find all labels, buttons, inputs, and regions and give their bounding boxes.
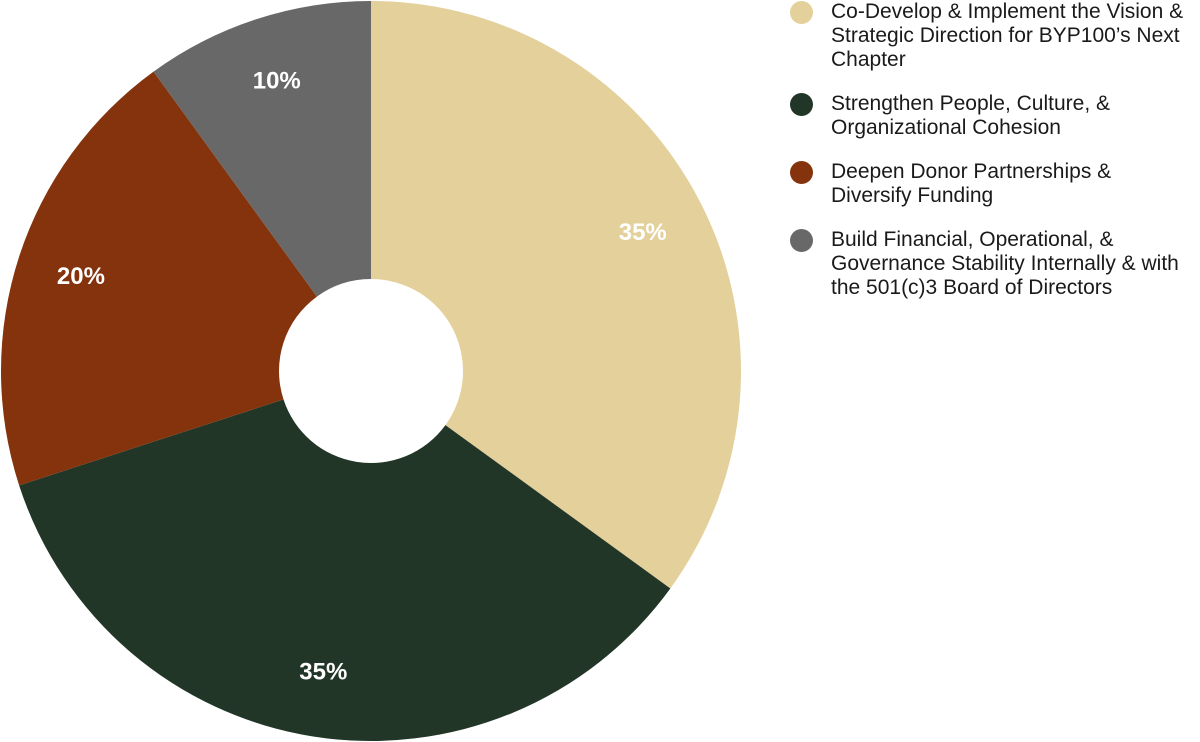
- legend-item: Build Financial, Operational, & Governan…: [790, 228, 1190, 300]
- legend-item: Co-Develop & Implement the Vision & Stra…: [790, 0, 1190, 72]
- legend-swatch: [790, 161, 813, 184]
- donut-chart-svg: 35% 35% 20% 10%: [0, 1, 742, 741]
- slice-data-label: 35%: [299, 659, 347, 686]
- pie-slice: [19, 399, 671, 741]
- pie-slice: [371, 1, 742, 589]
- legend-label: Build Financial, Operational, & Governan…: [831, 228, 1179, 299]
- pie-slice: [153, 1, 371, 297]
- legend-item: Deepen Donor Partnerships & Diversify Fu…: [790, 160, 1190, 208]
- slice-data-label: 20%: [57, 263, 105, 290]
- legend-label: Deepen Donor Partnerships & Diversify Fu…: [831, 160, 1112, 207]
- legend-label: Strengthen People, Culture, & Organizati…: [831, 92, 1111, 139]
- legend-label: Co-Develop & Implement the Vision & Stra…: [831, 0, 1184, 71]
- legend-swatch: [790, 93, 813, 116]
- pie-slice: [0, 71, 317, 486]
- legend-swatch: [790, 229, 813, 252]
- legend-item: Strengthen People, Culture, & Organizati…: [790, 92, 1190, 140]
- legend-swatch: [790, 1, 813, 24]
- chart-legend: Co-Develop & Implement the Vision & Stra…: [790, 0, 1190, 320]
- slice-data-label: 35%: [619, 219, 667, 246]
- slice-data-label: 10%: [253, 67, 301, 94]
